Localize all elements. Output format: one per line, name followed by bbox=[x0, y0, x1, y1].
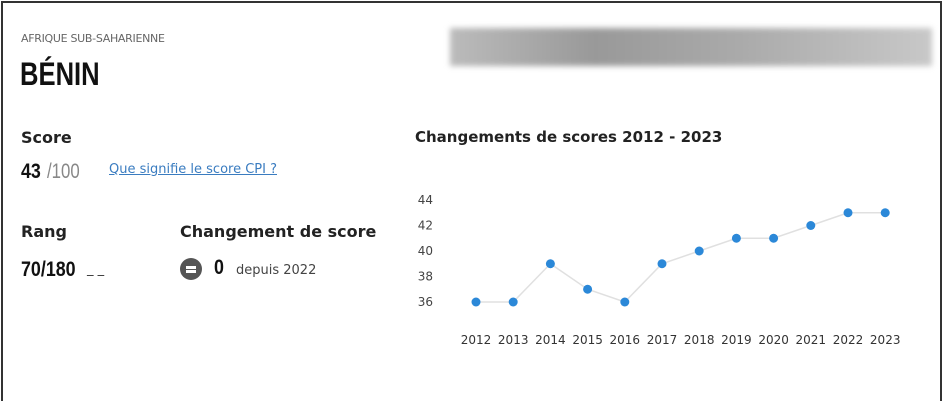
data-point bbox=[806, 221, 816, 230]
rank-label: Rang bbox=[21, 222, 67, 241]
y-tick-label: 40 bbox=[418, 244, 433, 258]
score-change-label: Changement de score bbox=[180, 222, 377, 241]
data-point bbox=[620, 297, 630, 307]
data-point bbox=[583, 284, 593, 294]
score-change-value: 0 bbox=[214, 256, 224, 279]
x-tick-label: 2019 bbox=[721, 333, 752, 347]
equal-circle-icon bbox=[180, 258, 202, 280]
data-point bbox=[843, 208, 853, 218]
data-point bbox=[880, 208, 890, 218]
x-tick-label: 2016 bbox=[610, 333, 641, 347]
data-point bbox=[731, 233, 741, 243]
score-value: 43 bbox=[21, 160, 41, 183]
x-tick-label: 2015 bbox=[572, 333, 603, 347]
data-point bbox=[657, 259, 667, 269]
y-tick-label: 44 bbox=[418, 193, 433, 207]
data-point bbox=[471, 297, 481, 307]
x-tick-label: 2022 bbox=[833, 333, 864, 347]
x-tick-label: 2018 bbox=[684, 333, 715, 347]
score-change-since: depuis 2022 bbox=[236, 263, 317, 278]
x-tick-label: 2013 bbox=[498, 333, 529, 347]
data-point bbox=[769, 233, 779, 243]
blurred-region bbox=[450, 28, 932, 66]
series-line bbox=[476, 212, 886, 303]
cpi-score-link[interactable]: Que signifie le score CPI ? bbox=[109, 162, 277, 177]
data-point bbox=[508, 297, 518, 307]
x-tick-label: 2020 bbox=[758, 333, 789, 347]
x-tick-label: 2023 bbox=[870, 333, 901, 347]
x-tick-label: 2021 bbox=[796, 333, 827, 347]
y-tick-label: 36 bbox=[418, 295, 433, 309]
rank-value: 70/180 bbox=[21, 258, 76, 281]
rank-suffix: _ _ bbox=[87, 262, 105, 277]
score-label: Score bbox=[21, 128, 72, 147]
chart-title: Changements de scores 2012 - 2023 bbox=[415, 128, 723, 146]
x-tick-label: 2012 bbox=[461, 333, 492, 347]
x-tick-label: 2017 bbox=[647, 333, 678, 347]
score-max: /100 bbox=[47, 160, 80, 183]
country-title: BÉNIN bbox=[20, 56, 100, 92]
x-tick-label: 2014 bbox=[535, 333, 566, 347]
y-tick-label: 42 bbox=[418, 219, 433, 233]
data-point bbox=[694, 246, 704, 256]
data-point bbox=[545, 259, 555, 269]
y-tick-label: 38 bbox=[418, 270, 433, 284]
region-label: AFRIQUE SUB-SAHARIENNE bbox=[21, 32, 165, 45]
